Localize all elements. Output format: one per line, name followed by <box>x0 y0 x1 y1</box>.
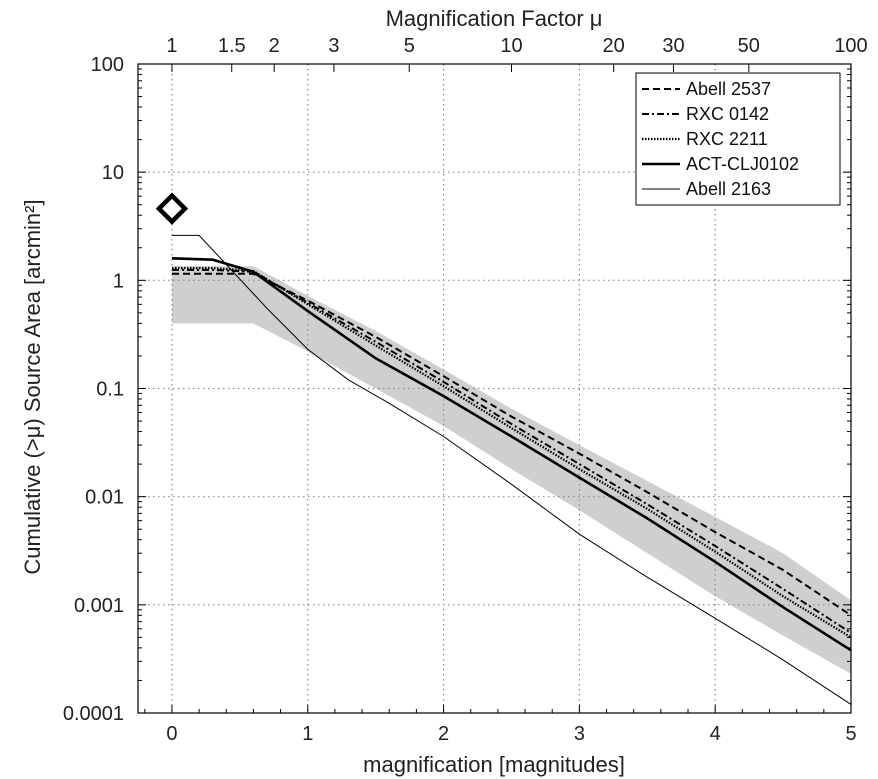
x-tick-label: 1 <box>302 723 313 745</box>
x-tick-label: 5 <box>845 723 856 745</box>
top-axis-tick-label: 20 <box>603 35 625 57</box>
x-tick-label: 0 <box>166 723 177 745</box>
top-axis-tick-label: 100 <box>834 35 867 57</box>
y-tick-label: 0.1 <box>96 379 124 401</box>
y-tick-label: 1 <box>113 270 124 292</box>
top-axis-tick-label: 10 <box>500 35 522 57</box>
y-axis-title: Cumulative (>μ) Source Area [arcmin²] <box>20 199 45 574</box>
y-tick-label: 0.01 <box>85 487 124 509</box>
legend-label: ACT-CLJ0102 <box>686 154 799 174</box>
top-axis-tick-label: 50 <box>738 35 760 57</box>
x-tick-label: 4 <box>710 723 721 745</box>
top-axis-title: Magnification Factor μ <box>386 6 603 31</box>
x-axis-title: magnification [magnitudes] <box>363 752 625 777</box>
series-line <box>172 234 852 705</box>
plot-area: 0.0001 0.001 0.01 0.1 1 10 100 0 1 2 3 4 5 1 1.5 2 3 5 10 2… <box>63 35 868 745</box>
legend-label: Abell 2163 <box>686 179 771 199</box>
y-tick-label: 0.001 <box>74 595 124 617</box>
series-line <box>171 257 852 652</box>
top-axis-tick-label: 1.5 <box>218 35 246 57</box>
top-axis-tick-label: 2 <box>269 35 280 57</box>
top-axis-tick-label: 3 <box>328 35 339 57</box>
y-tick-label: 100 <box>91 54 124 76</box>
x-tick-label: 2 <box>438 723 449 745</box>
legend-label: RXC 2211 <box>686 129 768 149</box>
diamond-marker <box>155 192 189 225</box>
uncertainty-band <box>172 266 851 674</box>
series-line <box>172 268 852 634</box>
series-line <box>172 272 852 617</box>
top-axis-tick-label: 30 <box>662 35 684 57</box>
top-axis-tick-label: 1 <box>166 35 177 57</box>
legend-label: RXC 0142 <box>686 104 769 124</box>
y-tick-label: 0.0001 <box>63 703 124 725</box>
top-axis-tick-label: 5 <box>404 35 415 57</box>
y-tick-label: 10 <box>102 162 124 184</box>
legend-label: Abell 2537 <box>686 79 771 99</box>
x-tick-label: 3 <box>574 723 585 745</box>
